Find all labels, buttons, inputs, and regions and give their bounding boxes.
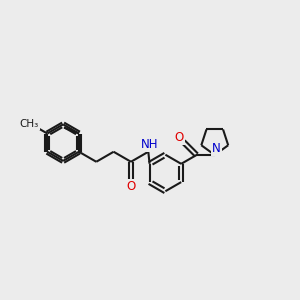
Text: O: O bbox=[126, 180, 136, 193]
Text: O: O bbox=[174, 131, 184, 144]
Text: NH: NH bbox=[141, 138, 158, 151]
Text: N: N bbox=[212, 142, 220, 155]
Text: CH₃: CH₃ bbox=[19, 119, 38, 129]
